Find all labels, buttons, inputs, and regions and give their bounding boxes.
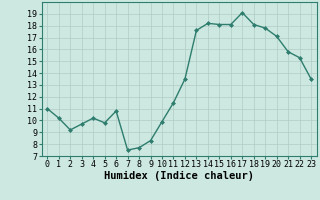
X-axis label: Humidex (Indice chaleur): Humidex (Indice chaleur) [104,171,254,181]
